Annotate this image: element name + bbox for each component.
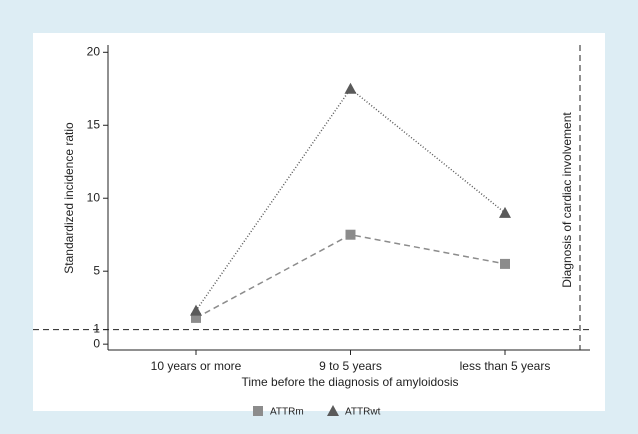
y-tick-label: 15: [87, 117, 101, 131]
y-tick-label: 1: [93, 322, 100, 336]
marker: [499, 206, 511, 218]
x-tick-label: less than 5 years: [460, 359, 551, 373]
y-tick-label: 20: [87, 44, 101, 58]
marker: [344, 82, 357, 94]
annotation: Diagnosis of cardiac involvement: [560, 112, 574, 288]
marker: [190, 304, 202, 316]
y-tick-label: 0: [93, 336, 100, 350]
legend-label: ATTRwt: [345, 407, 381, 418]
y-tick-label: 10: [87, 190, 101, 204]
legend-label: ATTRm: [270, 407, 304, 418]
x-tick-label: 10 years or more: [151, 359, 242, 373]
panel: [33, 33, 605, 411]
y-tick-label: 5: [93, 263, 100, 277]
x-tick-label: 9 to 5 years: [319, 359, 382, 373]
y-axis-title: Standardized incidence ratio: [62, 122, 76, 274]
marker: [327, 405, 339, 416]
marker: [345, 229, 356, 240]
x-axis-title: Time before the diagnosis of amyloidosis: [242, 375, 459, 389]
marker: [500, 258, 510, 269]
marker: [191, 312, 201, 323]
marker: [253, 406, 263, 416]
